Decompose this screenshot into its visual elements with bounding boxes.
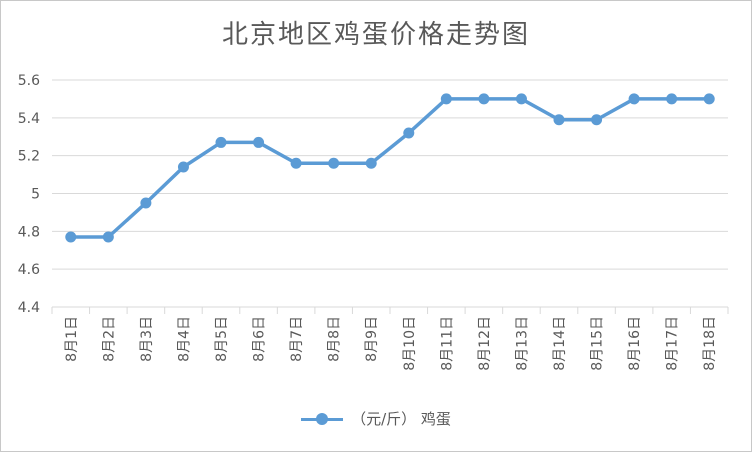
x-tick-label: 8月8日 <box>327 316 343 362</box>
data-point <box>553 114 565 126</box>
x-tick-label: 8月7日 <box>289 316 305 362</box>
x-tick-label: 8月18日 <box>702 316 718 371</box>
data-point <box>666 93 678 105</box>
data-point <box>703 93 715 105</box>
x-tick-label: 8月2日 <box>101 316 117 362</box>
legend: （元/斤） 鸡蛋 <box>0 408 752 429</box>
y-tick-label: 5.6 <box>18 73 40 89</box>
data-point <box>365 157 377 169</box>
x-tick-label: 8月10日 <box>402 316 418 371</box>
data-point <box>102 231 114 243</box>
data-point <box>515 93 527 105</box>
data-point <box>440 93 452 105</box>
data-point <box>328 157 340 169</box>
data-point <box>177 161 189 173</box>
chart-title: 北京地区鸡蛋价格走势图 <box>221 20 530 50</box>
x-tick-label: 8月5日 <box>214 316 230 362</box>
x-tick-label: 8月9日 <box>364 316 380 362</box>
x-tick-label: 8月16日 <box>627 316 643 371</box>
series-line <box>70 97 710 239</box>
data-point <box>591 114 603 126</box>
series-egg-price <box>65 93 715 243</box>
y-tick-label: 5.2 <box>18 149 40 165</box>
x-tick-label: 8月11日 <box>439 316 455 371</box>
data-point <box>215 136 227 148</box>
x-tick-label: 8月15日 <box>590 316 606 371</box>
y-tick-label: 4.4 <box>18 300 40 316</box>
data-point <box>403 127 415 139</box>
legend-label: （元/斤） 鸡蛋 <box>351 410 451 428</box>
data-point <box>65 231 77 243</box>
x-tick-label: 8月3日 <box>139 316 155 362</box>
x-tick-label: 8月4日 <box>176 316 192 362</box>
y-axis-tick-labels: 4.4 4.6 4.8 5 5.2 5.4 5.6 <box>18 73 40 316</box>
y-tick-label: 5.4 <box>18 111 40 127</box>
gridlines <box>51 79 729 314</box>
y-tick-label: 4.6 <box>18 262 40 278</box>
data-point <box>253 136 265 148</box>
legend-marker <box>301 412 344 426</box>
x-tick-label: 8月1日 <box>64 316 80 362</box>
data-point <box>478 93 490 105</box>
x-tick-label: 8月14日 <box>552 316 568 371</box>
x-tick-label: 8月12日 <box>477 316 493 371</box>
x-tick-label: 8月17日 <box>665 316 681 371</box>
y-tick-label: 5 <box>31 187 40 203</box>
x-axis-tick-labels: 8月1日 8月2日 8月3日 8月4日 8月5日 8月6日 8月7日 8月8日 8月9日 8月10… <box>64 316 718 371</box>
x-tick-label: 8月6日 <box>252 316 268 362</box>
data-point <box>290 157 302 169</box>
x-tick-label: 8月13日 <box>514 316 530 371</box>
data-point <box>628 93 640 105</box>
data-point <box>140 197 152 209</box>
y-tick-label: 4.8 <box>18 224 40 240</box>
